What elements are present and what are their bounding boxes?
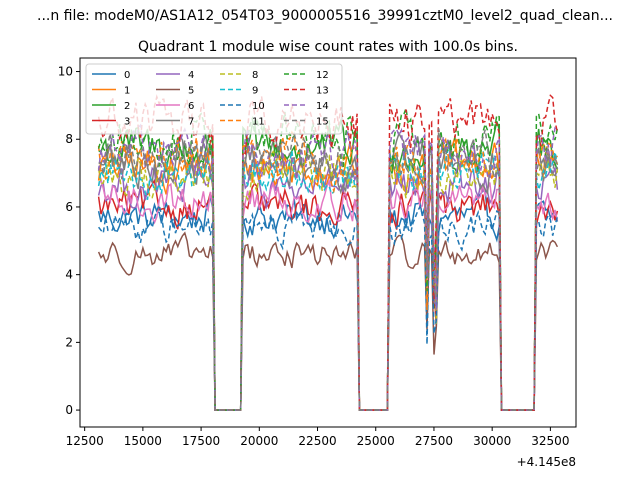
x-tick-label: 22500 <box>298 434 336 448</box>
legend-label-12: 12 <box>316 70 329 81</box>
y-tick-label: 6 <box>65 200 73 214</box>
x-tick-label: 27500 <box>415 434 453 448</box>
plot-frame <box>79 57 577 428</box>
legend-label-8: 8 <box>252 70 258 81</box>
legend-label-9: 9 <box>252 86 258 97</box>
legend-label-15: 15 <box>316 117 329 128</box>
series-layer <box>97 94 559 411</box>
x-tick-label: 15000 <box>124 434 162 448</box>
y-tick-label: 4 <box>65 268 73 282</box>
series-line-15 <box>98 128 559 411</box>
y-tick-label: 8 <box>65 132 73 146</box>
y-tick-label: 0 <box>65 403 73 417</box>
legend-label-10: 10 <box>252 101 265 112</box>
y-tick-label: 2 <box>65 335 73 349</box>
x-tick-label: 12500 <box>66 434 104 448</box>
chart-title: Quadrant 1 module wise count rates with … <box>138 39 518 55</box>
legend-box <box>85 63 343 135</box>
figure-suptitle: ...n file: modeM0/AS1A12_054T03_90000055… <box>37 8 613 24</box>
axes-layer: 12500 15000 17500 20000 22500 25000 27500 30000… <box>58 65 570 448</box>
legend-label-1: 1 <box>124 86 130 97</box>
legend-label-11: 11 <box>252 117 265 128</box>
legend-label-6: 6 <box>188 101 194 112</box>
legend-label-5: 5 <box>188 86 194 97</box>
y-tick-label: 10 <box>58 65 73 79</box>
x-tick-label: 17500 <box>182 434 220 448</box>
legend-label-14: 14 <box>316 101 329 112</box>
series-line-6 <box>97 177 559 411</box>
x-tick-label: 25000 <box>357 434 395 448</box>
series-line-0 <box>97 189 559 411</box>
x-tick-label: 20000 <box>240 434 278 448</box>
series-line-13 <box>97 94 559 411</box>
x-tick-label: 30000 <box>473 434 511 448</box>
series-line-5 <box>97 231 559 411</box>
legend-label-7: 7 <box>188 117 194 128</box>
legend-label-4: 4 <box>188 70 194 81</box>
x-offset-label: +4.145e8 <box>517 455 576 469</box>
x-tick-label: 32500 <box>531 434 569 448</box>
series-line-3 <box>97 178 559 411</box>
legend-label-3: 3 <box>124 117 130 128</box>
legend-label-2: 2 <box>124 101 130 112</box>
series-line-10 <box>98 203 559 411</box>
series-line-8 <box>97 148 559 411</box>
legend-label-0: 0 <box>124 70 130 81</box>
series-line-14 <box>97 123 558 411</box>
legend-label-13: 13 <box>316 86 329 97</box>
